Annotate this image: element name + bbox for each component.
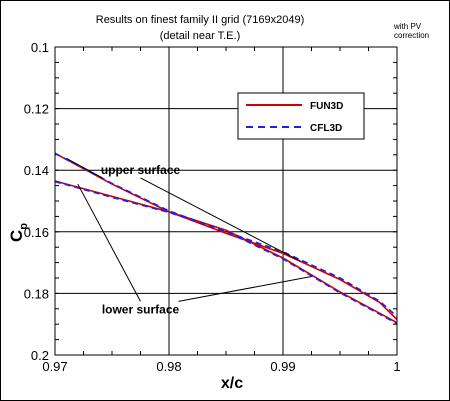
lower-surface-leader-line bbox=[77, 183, 141, 302]
annotations: upper surface lower surface bbox=[66, 157, 312, 316]
upper-surface-label: upper surface bbox=[101, 163, 181, 177]
x-tick-label: 0.99 bbox=[270, 359, 295, 374]
y-tick-label: 0.2 bbox=[31, 348, 49, 363]
y-tick-label: 0.16 bbox=[24, 225, 49, 240]
x-tick-label: 0.98 bbox=[156, 359, 181, 374]
y-axis-label-sub: p bbox=[18, 223, 30, 230]
x-tick-label: 1 bbox=[393, 359, 400, 374]
y-tick-label: 0.1 bbox=[31, 40, 49, 55]
plot-area-border bbox=[54, 46, 398, 356]
y-tick-label: 0.18 bbox=[24, 286, 49, 301]
y-tick-label: 0.14 bbox=[24, 163, 49, 178]
lower-surface-leader-line-2 bbox=[178, 275, 312, 302]
series-cfl3d-upper-line bbox=[54, 152, 398, 318]
correction-note-line2: correction bbox=[394, 31, 430, 40]
y-axis-label-main: C bbox=[7, 230, 26, 242]
y-axis-label: Cp bbox=[7, 223, 30, 242]
x-axis-label: x/c bbox=[221, 375, 243, 392]
legend: FUN3D CFL3D bbox=[237, 92, 365, 140]
axis-ticks: 0.97 0.98 0.99 1 0.1 0.12 0.14 0.16 0.18 0.2 bbox=[24, 40, 401, 374]
legend-label-fun3d: FUN3D bbox=[310, 101, 343, 112]
series-cfl3d-lower-line bbox=[54, 180, 398, 325]
y-tick-label: 0.12 bbox=[24, 102, 49, 117]
x-tick-label: 0.97 bbox=[42, 359, 67, 374]
lower-surface-label: lower surface bbox=[102, 302, 180, 316]
chart-title: Results on finest family II grid (7169x2… bbox=[95, 14, 305, 26]
upper-surface-leader-line-2 bbox=[66, 157, 103, 179]
legend-label-cfl3d: CFL3D bbox=[310, 123, 342, 134]
series-lines bbox=[54, 152, 398, 325]
axis-labels: x/c Cp bbox=[7, 223, 243, 392]
legend-box bbox=[237, 92, 365, 140]
upper-surface-leader-line bbox=[140, 177, 301, 262]
chart-subtitle: (detail near T.E.) bbox=[159, 30, 241, 42]
correction-note-line1: with PV bbox=[394, 22, 422, 31]
